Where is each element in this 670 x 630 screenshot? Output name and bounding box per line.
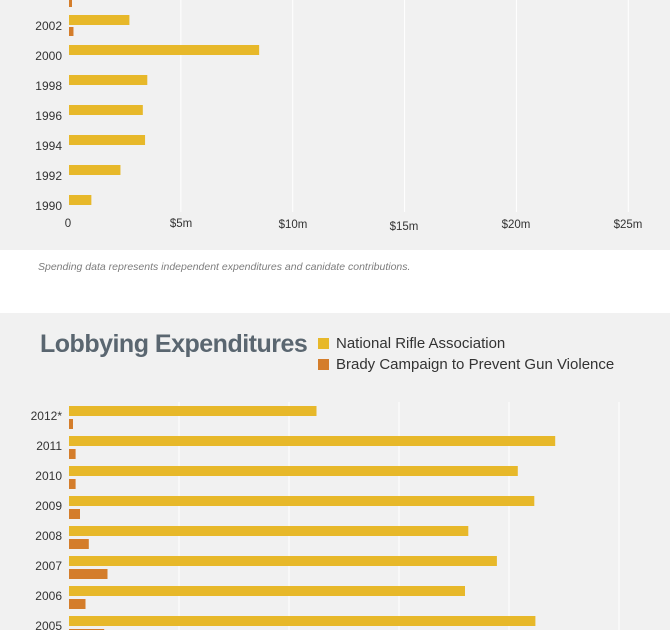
bar-nra [69, 105, 143, 115]
y-tick-label: 2012* [31, 409, 63, 423]
campaign-spending-panel [0, 0, 670, 250]
y-tick-label: 2011 [36, 439, 62, 453]
legend-item-nra: National Rifle Association [318, 333, 614, 354]
y-tick-label: 2010 [35, 469, 62, 483]
y-tick-label: 1990 [35, 199, 62, 213]
legend-swatch-brady [318, 359, 329, 370]
bar-nra [69, 75, 148, 85]
bar-brady [69, 569, 108, 579]
y-tick-label: 1996 [35, 109, 62, 123]
y-tick-label: 1994 [35, 139, 62, 153]
x-tick-label: $20m [502, 219, 531, 231]
y-tick-label: 2005 [35, 619, 62, 630]
bar-nra [69, 135, 146, 145]
bar-brady [69, 419, 73, 429]
bar-nra [69, 556, 497, 566]
bar-nra [69, 406, 317, 416]
bar-nra [69, 616, 536, 626]
bar-nra [69, 165, 121, 175]
bar-brady [69, 0, 72, 7]
bar-nra [69, 496, 535, 506]
bar-brady [69, 479, 76, 489]
chart-title: Lobbying Expenditures [40, 330, 308, 358]
bar-nra [69, 466, 518, 476]
x-tick-label: $10m [279, 219, 308, 231]
legend-item-brady: Brady Campaign to Prevent Gun Violence [318, 354, 614, 375]
bar-nra [69, 195, 92, 205]
x-tick-label: $5m [170, 218, 192, 230]
bar-nra [69, 15, 130, 25]
y-tick-label: 1998 [35, 79, 62, 93]
bar-brady [69, 509, 80, 519]
legend-label-nra: National Rifle Association [336, 335, 506, 352]
chart-footnote: Spending data represents independent exp… [38, 261, 411, 273]
bar-nra [69, 436, 556, 446]
legend-label-brady: Brady Campaign to Prevent Gun Violence [336, 356, 615, 373]
bar-brady [69, 599, 86, 609]
legend-swatch-nra [318, 338, 329, 349]
y-tick-label: 2009 [35, 499, 62, 513]
x-tick-label: $25m [614, 219, 643, 231]
x-tick-label: $15m [390, 221, 419, 233]
y-tick-label: 2006 [35, 589, 62, 603]
y-tick-label: 2000 [35, 49, 62, 63]
y-tick-label: 2002 [35, 19, 62, 33]
chart-legend: National Rifle Association Brady Campaig… [318, 333, 614, 375]
bar-brady [69, 539, 89, 549]
bar-brady [69, 27, 74, 36]
y-tick-label: 2007 [35, 559, 62, 573]
bar-nra [69, 526, 469, 536]
bar-brady [69, 449, 76, 459]
campaign-spending-chart: 1990 1992 1994 1996 1998 2000 2002 0 $5m $10m $15m… [35, 0, 643, 233]
y-tick-label: 2008 [35, 529, 62, 543]
x-tick-label: 0 [65, 218, 71, 230]
bar-nra [69, 586, 465, 596]
y-tick-label: 1992 [35, 169, 62, 183]
bar-nra [69, 45, 260, 55]
